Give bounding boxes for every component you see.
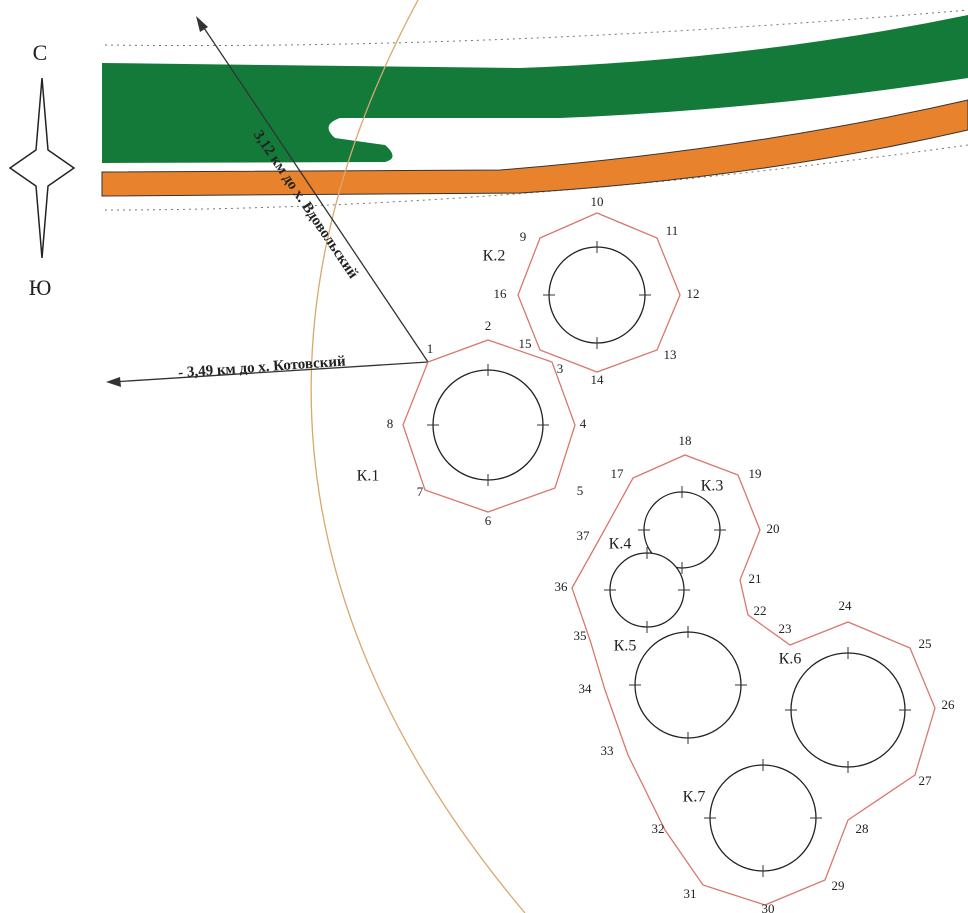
well-circle [634,631,742,739]
arrow-head [106,377,121,387]
well-circle [709,764,817,872]
point-number: 6 [485,513,492,528]
contour-boundary [571,454,936,906]
green-zone [102,15,968,163]
compass-north: С [33,40,48,65]
point-number: 37 [577,528,591,543]
contour-label: К.7 [683,789,706,806]
point-number: 4 [580,416,587,431]
point-number: 35 [574,628,587,643]
point-number: 27 [919,773,933,788]
road-edge [104,9,968,47]
point-number: 1 [427,341,434,356]
point-number: 33 [601,743,614,758]
point-number: 5 [577,483,584,498]
contour-boundary [402,339,576,513]
point-number: 2 [485,318,492,333]
contour-boundary [517,212,681,373]
point-number: 16 [494,286,508,301]
point-number: 32 [652,821,665,836]
point-number: 13 [664,347,677,362]
point-number: 15 [519,336,532,351]
direction-label: - 3,49 км до х. Котовский [178,354,347,382]
well-circle [609,552,685,628]
well-circle [790,652,906,768]
point-number: 26 [942,697,956,712]
contour-label: К.5 [614,638,637,655]
road-edge [104,144,968,211]
point-number: 29 [832,878,845,893]
contour-label: К.1 [357,468,380,485]
point-number: 21 [749,571,762,586]
point-number: 22 [754,603,767,618]
well-circle [548,246,646,344]
contour-label: К.4 [609,536,632,553]
direction-arrow [111,361,429,383]
point-number: 8 [387,416,394,431]
point-number: 3 [557,361,564,376]
point-number: 11 [666,223,679,238]
compass-rose [8,77,76,259]
point-number: 14 [591,372,605,387]
point-number: 36 [555,579,569,594]
point-number: 18 [679,433,692,448]
point-number: 25 [919,636,932,651]
point-number: 34 [579,681,593,696]
contour-label: К.2 [483,248,506,265]
direction-arrow [199,21,429,363]
contour-label: К.6 [779,651,802,668]
arc-line [310,0,526,913]
well-circle [432,369,544,481]
point-number: 9 [520,229,527,244]
orange-road [101,99,968,197]
point-number: 10 [591,194,604,209]
point-number: 31 [684,886,697,901]
point-number: 30 [762,901,775,913]
point-number: 17 [611,466,625,481]
point-number: 7 [417,484,424,499]
point-number: 24 [839,598,853,613]
point-number: 20 [767,521,780,536]
point-number: 28 [856,821,869,836]
contour-label: К.3 [701,478,724,495]
arrow-head [196,16,208,32]
compass-south: Ю [29,275,52,300]
point-number: 12 [687,286,700,301]
point-number: 23 [779,621,792,636]
point-number: 19 [749,466,762,481]
